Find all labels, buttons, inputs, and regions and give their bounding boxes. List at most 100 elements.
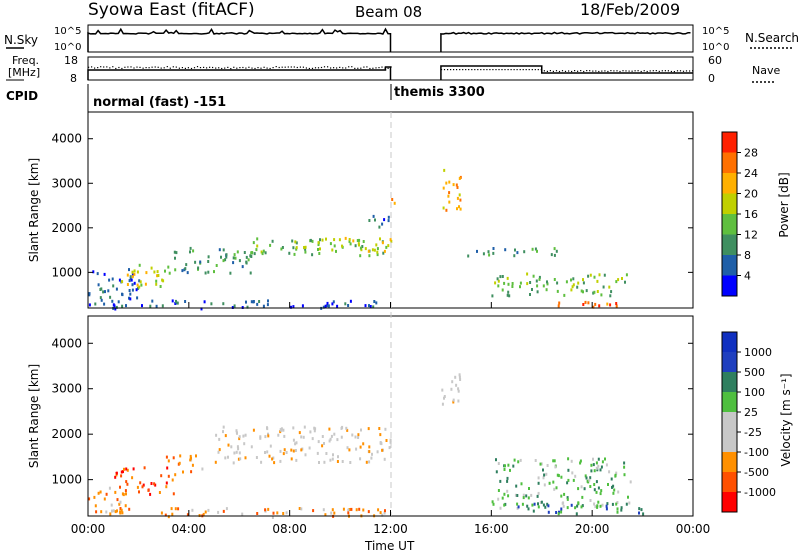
data-cell: [385, 439, 388, 442]
data-cell: [582, 303, 585, 306]
data-cell: [261, 252, 264, 256]
data-cell: [282, 452, 285, 456]
data-cell: [616, 510, 619, 514]
nave-point: [88, 66, 90, 68]
data-cell: [517, 460, 520, 464]
data-cell: [584, 300, 587, 304]
data-cell: [364, 304, 367, 308]
data-cell: [119, 511, 122, 515]
data-cell: [372, 305, 375, 309]
data-cell: [610, 477, 613, 481]
data-cell: [150, 266, 153, 270]
data-cell: [314, 427, 317, 431]
data-cell: [539, 462, 542, 466]
data-cell: [103, 272, 106, 276]
data-cell: [458, 205, 460, 209]
data-cell: [590, 463, 593, 467]
nave-point: [489, 69, 491, 71]
data-cell: [448, 191, 451, 195]
nave-point: [658, 70, 660, 72]
data-cell: [349, 299, 352, 303]
nave-point: [239, 67, 241, 69]
data-cell: [204, 510, 207, 514]
freq-tick-top: 18: [64, 54, 78, 67]
data-cell: [255, 456, 258, 459]
data-cell: [607, 483, 609, 486]
nave-point: [640, 70, 642, 73]
data-cell: [214, 460, 217, 464]
data-cell: [458, 193, 461, 197]
data-cell: [202, 512, 205, 516]
nave-point: [314, 67, 317, 69]
nave-point: [148, 67, 150, 69]
data-cell: [520, 482, 523, 486]
data-cell: [600, 293, 603, 297]
data-cell: [458, 177, 461, 180]
data-cell: [166, 466, 169, 470]
data-cell: [125, 467, 128, 471]
data-cell: [503, 492, 506, 496]
data-cell: [579, 461, 582, 465]
nave-point: [649, 70, 651, 72]
data-cell: [519, 458, 522, 462]
nave-point: [251, 67, 253, 69]
data-cell: [383, 249, 386, 253]
nave-point: [625, 70, 627, 72]
nave-point: [305, 67, 307, 69]
data-cell: [123, 467, 125, 471]
nave-point: [130, 66, 132, 68]
data-cell: [504, 502, 507, 506]
data-cell: [256, 302, 259, 306]
nave-point: [507, 69, 509, 71]
data-cell: [190, 456, 192, 460]
data-cell: [526, 272, 529, 276]
data-cell: [587, 301, 590, 305]
velocity-colorbar-cell: [722, 332, 737, 352]
data-cell: [557, 512, 560, 516]
data-cell: [237, 447, 240, 451]
data-cell: [594, 505, 597, 509]
x-tick-label: 00:00: [71, 522, 106, 536]
y-tick-label: 3000: [51, 176, 82, 190]
velocity-y-label: Slant Range [km]: [27, 364, 41, 468]
data-cell: [249, 271, 252, 275]
nave-point: [203, 66, 205, 68]
nave-point: [91, 66, 93, 68]
data-cell: [608, 470, 611, 474]
nave-point: [151, 66, 153, 68]
y-tick-label: 4000: [51, 132, 82, 146]
data-cell: [458, 375, 461, 379]
data-cell: [600, 465, 603, 469]
data-cell: [119, 507, 122, 510]
data-cell: [492, 251, 495, 255]
data-cell: [244, 456, 247, 460]
data-cell: [128, 289, 131, 292]
data-cell: [358, 507, 361, 511]
data-cell: [337, 455, 339, 459]
data-cell: [448, 180, 451, 184]
data-cell: [391, 198, 394, 201]
data-cell: [300, 507, 303, 511]
nave-point: [296, 66, 298, 69]
data-cell: [100, 510, 103, 514]
data-cell: [321, 238, 324, 242]
data-cell: [342, 507, 345, 511]
data-cell: [222, 248, 225, 252]
data-cell: [625, 273, 628, 277]
data-cell: [497, 497, 500, 501]
data-cell: [325, 237, 327, 241]
data-cell: [499, 479, 502, 483]
nave-point: [483, 69, 485, 71]
nave-point: [139, 66, 141, 68]
data-cell: [333, 238, 336, 242]
data-cell: [191, 508, 194, 512]
data-cell: [642, 512, 645, 516]
data-cell: [268, 454, 271, 458]
data-cell: [185, 263, 188, 267]
y-tick-label: 2000: [51, 427, 82, 441]
data-cell: [335, 249, 337, 253]
data-cell: [553, 487, 556, 491]
data-cell: [131, 283, 134, 287]
data-cell: [511, 282, 514, 285]
data-cell: [450, 387, 453, 391]
